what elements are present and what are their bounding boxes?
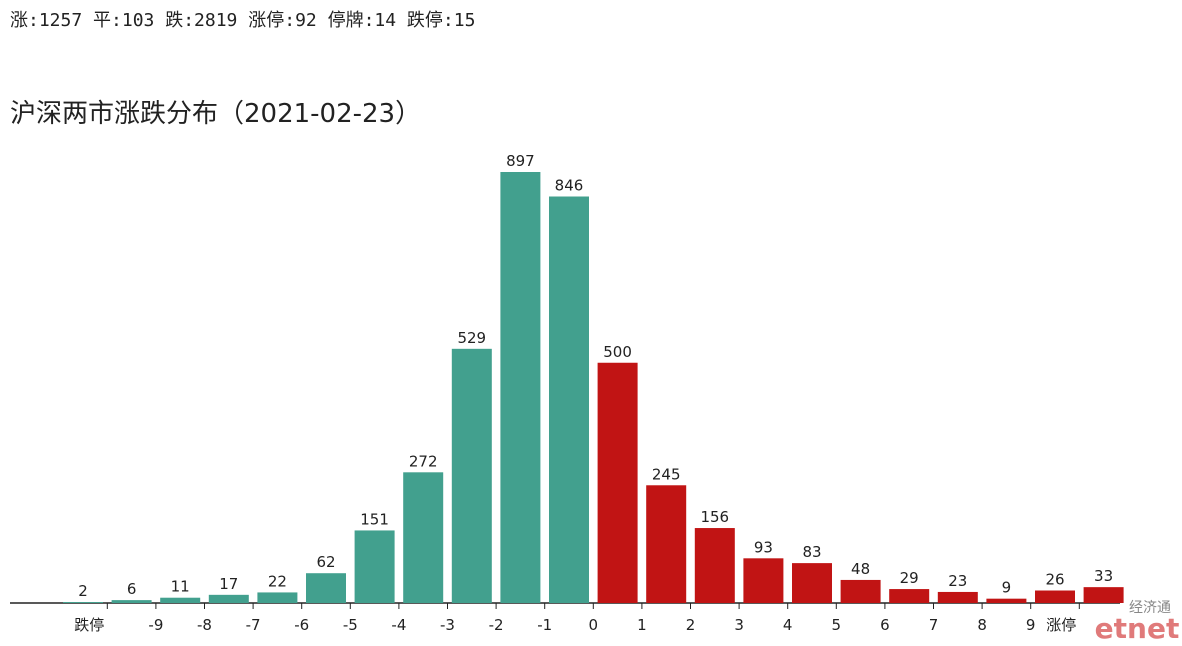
- value-label: 33: [1094, 567, 1113, 585]
- bar: [257, 592, 298, 603]
- x-tick-label: -5: [343, 616, 358, 634]
- x-tick-label: -8: [197, 616, 212, 634]
- bar: [646, 485, 687, 603]
- x-tick-label: -3: [440, 616, 455, 634]
- watermark-brand: etnet: [1095, 612, 1180, 642]
- x-tick-label: 1: [637, 616, 647, 634]
- x-tick-label: 4: [783, 616, 793, 634]
- value-label: 22: [268, 572, 287, 590]
- bar: [937, 591, 978, 603]
- x-tick-label: -1: [537, 616, 552, 634]
- value-label: 11: [171, 578, 190, 596]
- header-stats: 涨:1257 平:103 跌:2819 涨停:92 停牌:14 跌停:15: [10, 10, 475, 31]
- value-label: 245: [652, 465, 681, 483]
- x-tick-label: 跌停: [74, 616, 104, 634]
- value-label: 529: [457, 329, 486, 347]
- x-tick-label: 0: [589, 616, 599, 634]
- x-tick-label: -4: [391, 616, 406, 634]
- bar: [1035, 590, 1075, 603]
- bar: [889, 589, 930, 603]
- x-tick-label: 6: [880, 616, 890, 634]
- bar: [451, 348, 492, 603]
- value-label: 897: [506, 152, 535, 170]
- x-tick-label: 9: [1026, 616, 1036, 634]
- bar: [63, 602, 103, 603]
- value-label: 9: [1002, 579, 1012, 597]
- value-label: 2: [78, 582, 88, 600]
- x-tick-label: 7: [929, 616, 939, 634]
- bar: [549, 196, 589, 604]
- x-tick-label: 2: [686, 616, 696, 634]
- value-label: 62: [316, 553, 335, 571]
- bar: [743, 558, 784, 603]
- bar: [500, 172, 541, 603]
- value-label: 17: [219, 575, 238, 593]
- value-label: 156: [700, 508, 729, 526]
- value-label: 272: [409, 452, 438, 470]
- x-tick-label: -7: [246, 616, 261, 634]
- bar: [840, 579, 881, 603]
- value-label: 26: [1045, 571, 1064, 589]
- bar: [403, 472, 444, 603]
- value-label: 846: [555, 177, 584, 195]
- watermark-name: 经济通: [1129, 600, 1171, 616]
- bar: [208, 594, 249, 603]
- bar: [306, 573, 346, 603]
- x-tick-label: 涨停: [1046, 616, 1076, 634]
- bar: [597, 362, 638, 603]
- value-label: 48: [851, 560, 870, 578]
- bar: [792, 563, 832, 603]
- value-label: 23: [948, 572, 967, 590]
- x-tick-label: 8: [977, 616, 987, 634]
- bar: [160, 597, 201, 603]
- x-tick-label: -6: [294, 616, 309, 634]
- value-label: 83: [802, 543, 821, 561]
- x-tick-label: -2: [489, 616, 504, 634]
- x-tick-label: 5: [832, 616, 842, 634]
- x-tick-label: 3: [734, 616, 744, 634]
- value-label: 500: [603, 343, 632, 361]
- bar: [986, 598, 1027, 603]
- value-label: 93: [754, 538, 773, 556]
- value-label: 6: [127, 580, 137, 598]
- bar: [354, 530, 395, 603]
- x-tick-label: -9: [148, 616, 163, 634]
- bar: [694, 528, 735, 603]
- value-label: 29: [900, 569, 919, 587]
- bar: [111, 600, 152, 603]
- chart-title: 沪深两市涨跌分布（2021-02-23）: [10, 99, 421, 129]
- value-label: 151: [360, 510, 389, 528]
- bar: [1083, 587, 1124, 603]
